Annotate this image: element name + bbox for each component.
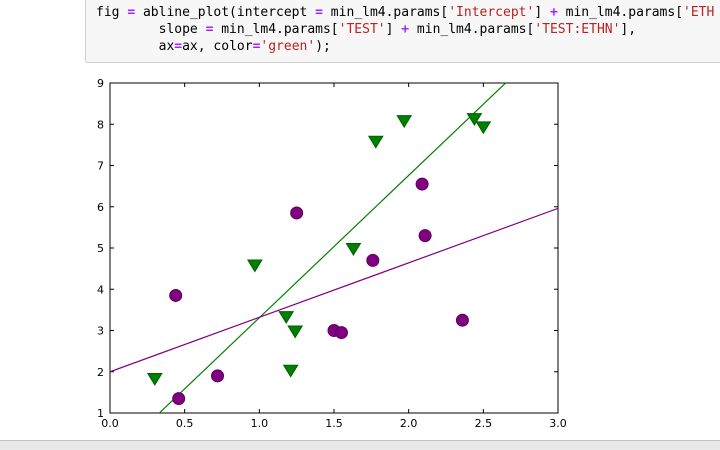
scatter-point-circle bbox=[211, 369, 225, 383]
scatter-point-triangle bbox=[278, 311, 295, 325]
code-token-plain: ); bbox=[315, 39, 331, 54]
scatter-point-triangle bbox=[367, 135, 384, 149]
code-token-plain: min_lm4.params[ bbox=[322, 5, 449, 20]
code-token-string: 'Intercept' bbox=[448, 5, 535, 20]
purple-fit-line bbox=[110, 207, 558, 373]
plot-svg: 0.0 0.5 1.0 1.5 2.0 2.5 3.0 1 2 3 4 5 6 7 8 9 bbox=[97, 77, 567, 430]
code-token-operator: = bbox=[127, 5, 136, 20]
code-token-string: 'green' bbox=[260, 39, 316, 54]
code-token-plain: fig bbox=[96, 5, 128, 20]
y-tick-label: 7 bbox=[97, 160, 104, 173]
code-token-plain: ax, color bbox=[182, 39, 253, 54]
code-token-operator: = bbox=[315, 5, 323, 20]
scatter-point-circle bbox=[169, 288, 183, 302]
x-tick-label: 3.0 bbox=[549, 417, 567, 430]
code-line: ax=ax, color='green'); bbox=[96, 38, 720, 55]
x-tick-label: 2.5 bbox=[475, 417, 493, 430]
code-line: slope = min_lm4.params['TEST'] + min_lm4… bbox=[96, 21, 720, 38]
code-token-plain: slope bbox=[96, 22, 206, 37]
figure-output: 0.0 0.5 1.0 1.5 2.0 2.5 3.0 1 2 3 4 5 6 7 8 9 bbox=[70, 76, 580, 438]
code-lines[interactable]: fig = abline_plot(intercept = min_lm4.pa… bbox=[96, 4, 720, 55]
code-token-string: 'TEST:ETHN' bbox=[534, 22, 621, 37]
code-token-plain: abline_plot(intercept bbox=[135, 5, 316, 20]
code-token-plain: ] bbox=[385, 22, 402, 37]
code-token-string: 'TEST' bbox=[338, 22, 386, 37]
code-token-operator: = bbox=[252, 39, 261, 54]
scatter-point-triangle bbox=[475, 121, 492, 135]
code-token-plain: min_lm4.params[ bbox=[409, 22, 535, 37]
scatter-point-circle bbox=[290, 206, 304, 220]
scatter-point-triangle bbox=[282, 364, 299, 378]
code-token-plain: ], bbox=[620, 22, 637, 37]
scatter-point-circle bbox=[418, 229, 432, 243]
code-token-plain: ax bbox=[96, 39, 175, 54]
cell-divider bbox=[0, 440, 720, 450]
scatter-point-triangle bbox=[287, 325, 304, 339]
scatter-point-triangle bbox=[146, 372, 163, 386]
y-tick-label: 1 bbox=[97, 407, 104, 420]
x-tick-label: 1.0 bbox=[251, 417, 268, 430]
code-token-operator: + bbox=[549, 5, 558, 20]
y-tick-label: 3 bbox=[97, 325, 104, 338]
y-tick-label: 2 bbox=[97, 366, 104, 379]
x-tick-label: 0.5 bbox=[176, 417, 194, 430]
x-tick-label: 0.0 bbox=[101, 417, 119, 430]
scatter-point-circle bbox=[334, 326, 348, 340]
code-token-plain: ] bbox=[534, 5, 550, 20]
code-token-plain: min_lm4.params[ bbox=[557, 5, 684, 20]
code-token-operator: = bbox=[205, 22, 214, 37]
scatter-point-circle bbox=[366, 253, 380, 267]
y-tick-label: 8 bbox=[97, 118, 104, 131]
green-fit-line bbox=[158, 83, 507, 413]
scatter-point-circle bbox=[455, 313, 469, 327]
y-tick-label: 6 bbox=[97, 201, 104, 214]
scatter-point-triangle bbox=[466, 113, 483, 127]
scatter-point-triangle bbox=[246, 259, 263, 273]
x-tick-label: 2.0 bbox=[400, 417, 418, 430]
code-token-operator: + bbox=[401, 22, 410, 37]
plot-frame bbox=[109, 82, 559, 414]
y-tick-label: 5 bbox=[97, 242, 104, 255]
code-cell[interactable]: fig = abline_plot(intercept = min_lm4.pa… bbox=[85, 0, 720, 63]
y-tick-label: 9 bbox=[97, 77, 104, 90]
code-token-operator: = bbox=[174, 39, 183, 54]
scatter-point-circle bbox=[172, 392, 186, 406]
code-token-plain: min_lm4.params[ bbox=[213, 22, 339, 37]
scatter-point-circle bbox=[415, 177, 429, 191]
x-tick-label: 1.5 bbox=[325, 417, 343, 430]
scatter-point-triangle bbox=[345, 243, 362, 256]
scatter-point-triangle bbox=[396, 115, 413, 129]
code-line: fig = abline_plot(intercept = min_lm4.pa… bbox=[96, 4, 720, 21]
y-tick-label: 4 bbox=[97, 283, 104, 296]
code-token-string: 'ETH bbox=[683, 5, 715, 20]
